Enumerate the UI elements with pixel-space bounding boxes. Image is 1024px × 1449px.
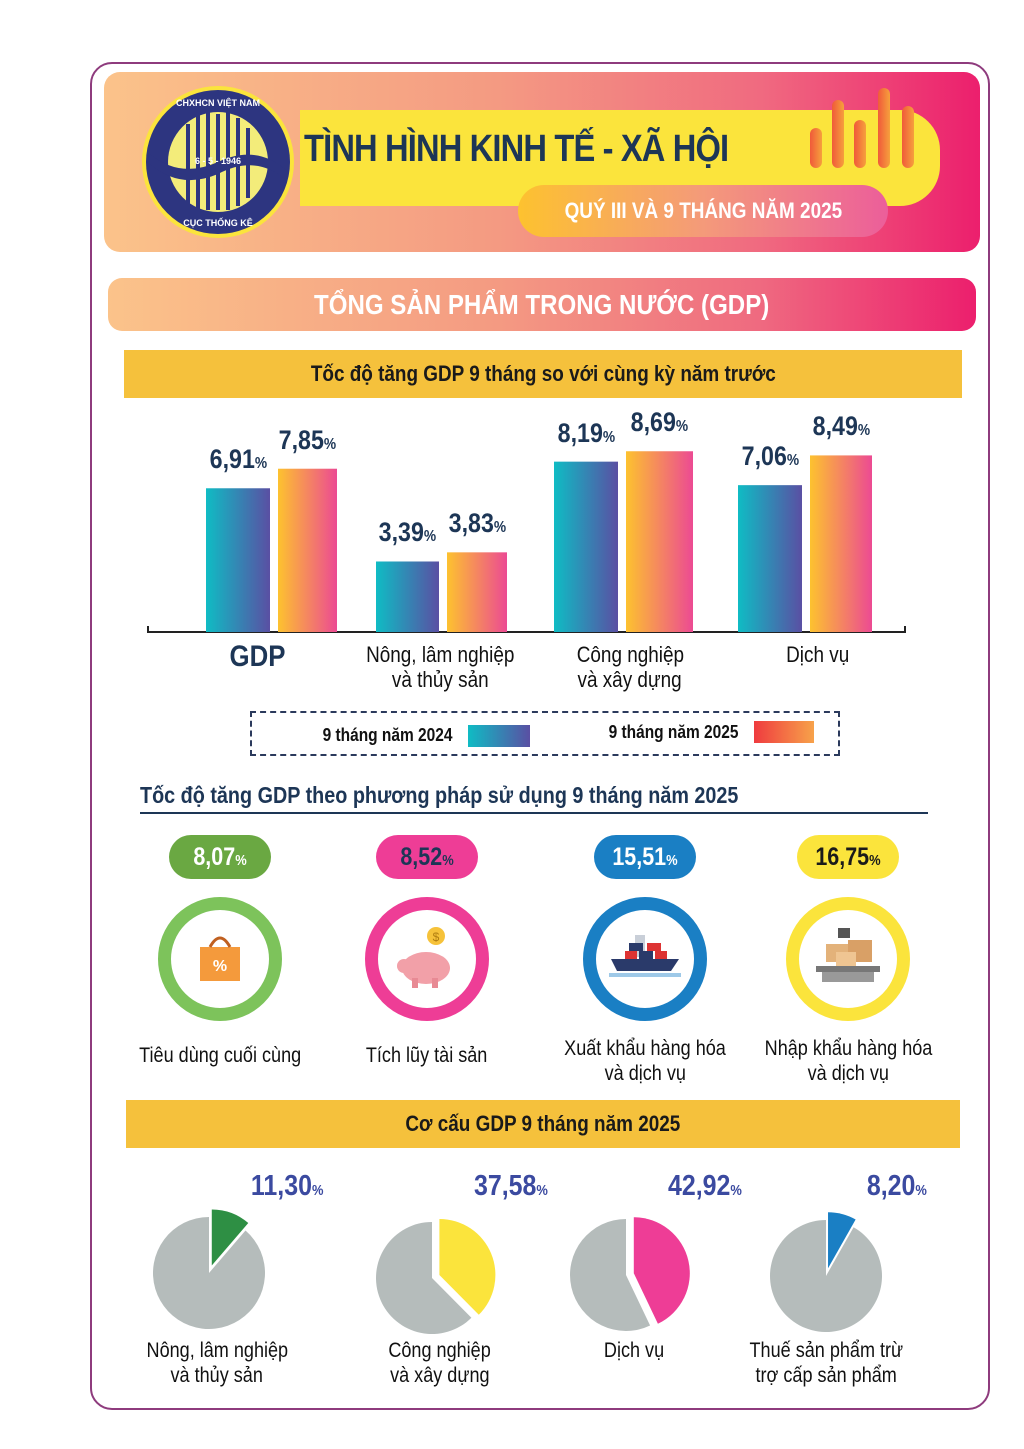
gdp-structure-pie-charts [153,1209,882,1334]
infographic-frame [90,62,990,1410]
pie-value: 8,20% [866,1170,927,1202]
usage-label: Tiêu dùng cuối cùng [138,1044,301,1067]
bar-2024-1 [376,561,439,632]
section-title: TỔNG SẢN PHẨM TRONG NƯỚC (GDP) [314,288,770,320]
boxes-scale-icon [808,922,888,997]
x-axis [147,626,906,633]
growth-badge: 15,51% [594,835,696,879]
pie-label: Nông, lâm nghiệp và thủy sản [146,1339,288,1387]
icon-ring [786,897,910,1021]
bar-2024-2 [554,461,618,632]
piggy-bank-icon: $ [392,922,462,997]
pie-remainder-1 [375,1222,472,1334]
bar-chart-title-band: Tốc độ tăng GDP 9 tháng so với cùng kỳ n… [124,350,962,398]
usage-section-title: Tốc độ tăng GDP theo phương pháp sử dụng… [140,782,836,809]
pie-value: 37,58% [474,1170,548,1202]
pie-remainder-3 [770,1220,882,1332]
bar-chart-icon [810,88,914,168]
data-label: 8,69% [630,407,689,438]
chart-legend: 9 tháng năm 2024 9 tháng năm 2025 [250,711,840,756]
icon-ring: $ [365,897,489,1021]
bar-chart-title: Tốc độ tăng GDP 9 tháng so với cùng kỳ n… [310,361,776,386]
pie-slice-2 [633,1217,690,1324]
section-banner: TỔNG SẢN PHẨM TRONG NƯỚC (GDP) [108,278,976,331]
usage-title-text: Tốc độ tăng GDP theo phương pháp sử dụng… [140,782,739,808]
gdp-growth-bar-chart [147,451,906,633]
category-label: GDP [230,640,286,673]
pie-slice-0 [211,1209,249,1266]
data-label: 7,85% [278,424,337,455]
bar-2025-0 [278,468,337,632]
bar-2025-2 [626,451,693,632]
bar-2024-3 [738,485,802,632]
icon-ring: % [158,897,282,1021]
growth-badge: 8,07% [169,835,271,879]
statistics-office-logo: 6 - 5 - 1946 CHXHCN VIỆT NAM CỤC THỐNG K… [142,86,294,238]
pie-label: Thuế sản phẩm trừ trợ cấp sản phẩm [749,1339,903,1387]
growth-badge: 8,52% [376,835,478,879]
svg-text:$: $ [433,930,440,944]
data-label: 3,39% [378,517,437,548]
shopping-bag-icon: % [190,929,250,990]
pie-label: Dịch vụ [603,1339,665,1362]
pie-remainder-0 [153,1217,265,1329]
data-label: 8,19% [557,417,615,448]
pie-remainder-2 [570,1219,651,1331]
usage-label: Tích lũy tài sản [366,1044,488,1067]
data-label: 6,91% [209,444,267,475]
subtitle-text: QUÝ III VÀ 9 THÁNG NĂM 2025 [564,198,842,223]
icon-ring [583,897,707,1021]
legend-label-2025: 9 tháng năm 2025 [608,722,739,742]
pie-chart-title-band: Cơ cấu GDP 9 tháng năm 2025 [126,1100,960,1148]
pie-slice-1 [439,1218,496,1315]
pie-label: Công nghiệp và xây dựng [388,1339,492,1387]
pie-chart-title: Cơ cấu GDP 9 tháng năm 2025 [405,1111,681,1136]
category-label: Nông, lâm nghiệp và thủy sản [365,642,515,692]
svg-text:%: % [213,958,227,975]
bar-2024-0 [206,488,270,632]
legend-swatch-2025 [754,721,814,743]
data-label: 3,83% [448,508,506,539]
category-label: Dịch vụ [786,642,850,667]
usage-label: Xuất khẩu hàng hóa và dịch vụ [564,1037,726,1085]
svg-text:CHXHCN VIỆT NAM: CHXHCN VIỆT NAM [176,97,260,108]
pie-value: 42,92% [668,1170,742,1202]
bar-2025-3 [810,455,872,632]
data-label: 8,49% [812,411,870,442]
svg-text:6 - 5 - 1946: 6 - 5 - 1946 [195,156,241,166]
growth-badge: 16,75% [797,835,899,879]
legend-swatch-2024 [468,725,530,747]
cargo-ship-icon [605,927,685,992]
svg-text:CỤC THỐNG KÊ: CỤC THỐNG KÊ [183,217,253,228]
pie-slice-3 [828,1212,856,1269]
period-subtitle: QUÝ III VÀ 9 THÁNG NĂM 2025 [518,185,888,237]
data-label: 7,06% [741,441,799,472]
legend-label-2024: 9 tháng năm 2024 [322,725,453,745]
page-title: TÌNH HÌNH KINH TẾ - XÃ HỘI [304,128,729,170]
category-label: Công nghiệp và xây dựng [576,642,684,692]
usage-label: Nhập khẩu hàng hóa và dịch vụ [764,1037,932,1085]
pie-value: 11,30% [250,1170,324,1202]
bar-2025-1 [447,552,507,632]
divider [140,812,928,814]
